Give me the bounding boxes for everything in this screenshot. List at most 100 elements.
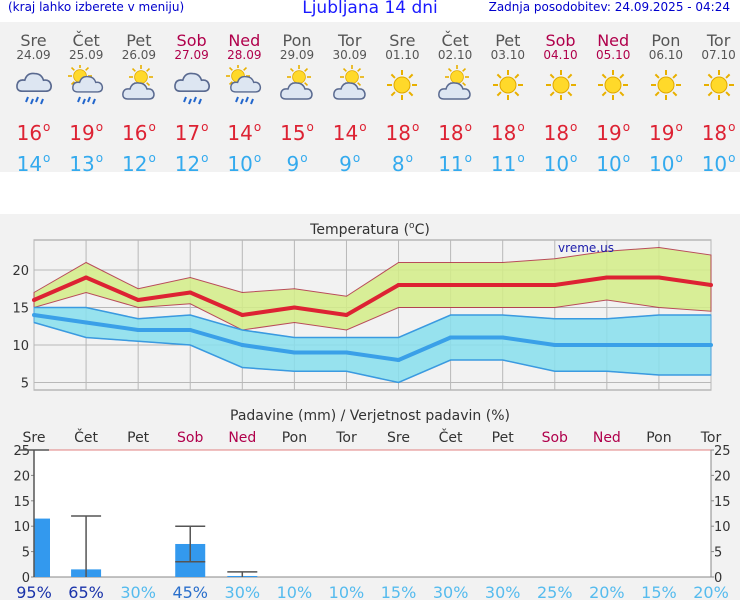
day-name: Ned — [597, 31, 630, 50]
precip-day-label: Ned — [593, 430, 621, 446]
charts-panel: Temperatura (oC) 5 10 15 20 vreme.us Padavine … — [0, 214, 740, 602]
day-column: Sre 24.09 16o 14o — [7, 22, 60, 177]
min-temp-line-point — [188, 328, 193, 332]
temp-ytick-label: 10 — [12, 339, 29, 354]
precip-probability: 10% — [329, 583, 365, 600]
day-column: Tor 30.09 14o 9o — [323, 22, 376, 177]
max-temp-line-point — [552, 283, 557, 287]
day-date: 06.10 — [648, 48, 684, 62]
min-temp-line-point — [500, 335, 505, 340]
day-name: Sre — [389, 31, 416, 50]
day-column: Sob 27.09 17o 12o — [165, 22, 218, 177]
sun-icon — [598, 70, 629, 100]
precip-day-label: Tor — [700, 430, 722, 446]
day-date: 26.09 — [121, 48, 157, 62]
day-column: Pon 06.10 19o 10o — [639, 22, 692, 177]
precip-probability: 95% — [16, 583, 52, 600]
max-temp: 19o — [596, 120, 631, 145]
max-temp: 18o — [385, 120, 420, 145]
precip-day-label: Pet — [492, 430, 515, 446]
min-temp: 8o — [391, 151, 413, 176]
sun-icon — [545, 70, 576, 100]
precip-probability: 15% — [381, 583, 417, 600]
watermark-label: vreme.us — [558, 241, 614, 255]
charts-svg: Temperatura (oC) 5 10 15 20 vreme.us Padavine … — [12, 221, 731, 602]
sun-icon — [492, 70, 523, 100]
precip-probability: 15% — [641, 583, 677, 600]
min-temp: 10o — [701, 151, 736, 176]
precip-probability: 45% — [172, 583, 208, 600]
precip-day-label: Sob — [177, 430, 203, 446]
max-temp: 14o — [227, 120, 262, 145]
min-temp: 9o — [339, 151, 361, 176]
precip-day-label: Pon — [282, 430, 307, 446]
max-temp-line-point — [604, 275, 609, 280]
precip-probability: 25% — [537, 583, 573, 600]
precip-probability: 20% — [693, 583, 729, 600]
day-date: 03.10 — [490, 48, 525, 62]
min-temp: 12o — [121, 151, 156, 176]
day-column: Ned 05.10 19o 10o — [587, 22, 640, 177]
menu-hint[interactable]: (kraj lahko izberete v meniju) — [8, 0, 185, 14]
precip-ytick-left: 25 — [13, 444, 30, 459]
day-name: Čet — [72, 31, 100, 50]
min-band-edge — [34, 306, 711, 339]
min-temp-line-point — [292, 350, 297, 355]
precip-ytick-right: 20 — [714, 469, 731, 484]
max-temp: 17o — [174, 120, 209, 145]
precip-bar — [34, 518, 50, 577]
precip-probability: 20% — [589, 583, 625, 600]
min-temp: 10o — [648, 151, 683, 176]
max-temp: 18o — [701, 120, 736, 145]
max-temp-line-point — [188, 290, 193, 295]
forecast-strip: Sre 24.09 16o 14o Čet 25.09 19o 13o Pet 26.09 16o 1… — [0, 22, 740, 176]
day-column: Pet 26.09 16o 12o — [112, 22, 165, 177]
max-temp: 14o — [332, 120, 367, 145]
min-temp-line-point — [396, 358, 401, 362]
day-name: Pon — [282, 31, 312, 50]
day-column: Čet 02.10 18o 11o — [429, 22, 482, 177]
precip-day-label: Ned — [228, 430, 256, 446]
precip-ytick-left: 20 — [13, 469, 30, 484]
precip-probability: 10% — [277, 583, 313, 600]
max-temp-line-point — [344, 313, 349, 317]
day-date: 30.09 — [332, 48, 367, 62]
temp-ytick-label: 15 — [12, 302, 29, 317]
sun-cloud-icon — [438, 65, 471, 100]
min-temp-line-point — [32, 313, 36, 317]
min-temp: 9o — [286, 151, 308, 176]
min-temp: 14o — [16, 151, 51, 176]
precip-ytick-left: 0 — [22, 571, 30, 586]
day-name: Tor — [337, 31, 362, 50]
day-date: 04.10 — [543, 48, 578, 62]
min-temp-line-point — [240, 343, 245, 347]
min-temp-line-point — [136, 328, 141, 332]
day-date: 29.09 — [279, 48, 315, 62]
max-temp-line-point — [656, 275, 661, 280]
day-column: Tor 07.10 18o 10o — [692, 22, 740, 177]
day-name: Sre — [20, 31, 47, 50]
precip-day-label: Sre — [387, 430, 410, 446]
precip-day-label: Sre — [23, 430, 46, 446]
max-temp-line-point — [448, 283, 453, 287]
precip-day-label: Sob — [542, 430, 568, 446]
temp-ytick-label: 20 — [12, 264, 29, 279]
precip-probability: 65% — [68, 583, 104, 600]
sun-icon — [703, 70, 734, 100]
precip-chart-title: Padavine (mm) / Verjetnost padavin (%) — [230, 408, 510, 424]
day-date: 02.10 — [437, 48, 473, 62]
max-temp: 18o — [490, 120, 525, 145]
temp-chart-title: Temperatura (oC) — [309, 221, 430, 238]
min-temp-line-point — [604, 343, 609, 347]
max-temp: 18o — [543, 120, 578, 145]
precip-probability: 30% — [485, 583, 521, 600]
max-temp-line-point — [500, 283, 505, 287]
day-column: Pet 03.10 18o 11o — [481, 22, 534, 177]
sun-cloud-icon — [332, 65, 366, 100]
day-date: 24.09 — [16, 48, 51, 62]
day-column: Ned 28.09 14o 10o — [218, 22, 271, 177]
temp-ytick-label: 5 — [21, 377, 29, 392]
precip-day-label: Pet — [127, 430, 150, 446]
min-temp: 13o — [69, 151, 104, 176]
min-temp-line-point — [84, 320, 89, 325]
